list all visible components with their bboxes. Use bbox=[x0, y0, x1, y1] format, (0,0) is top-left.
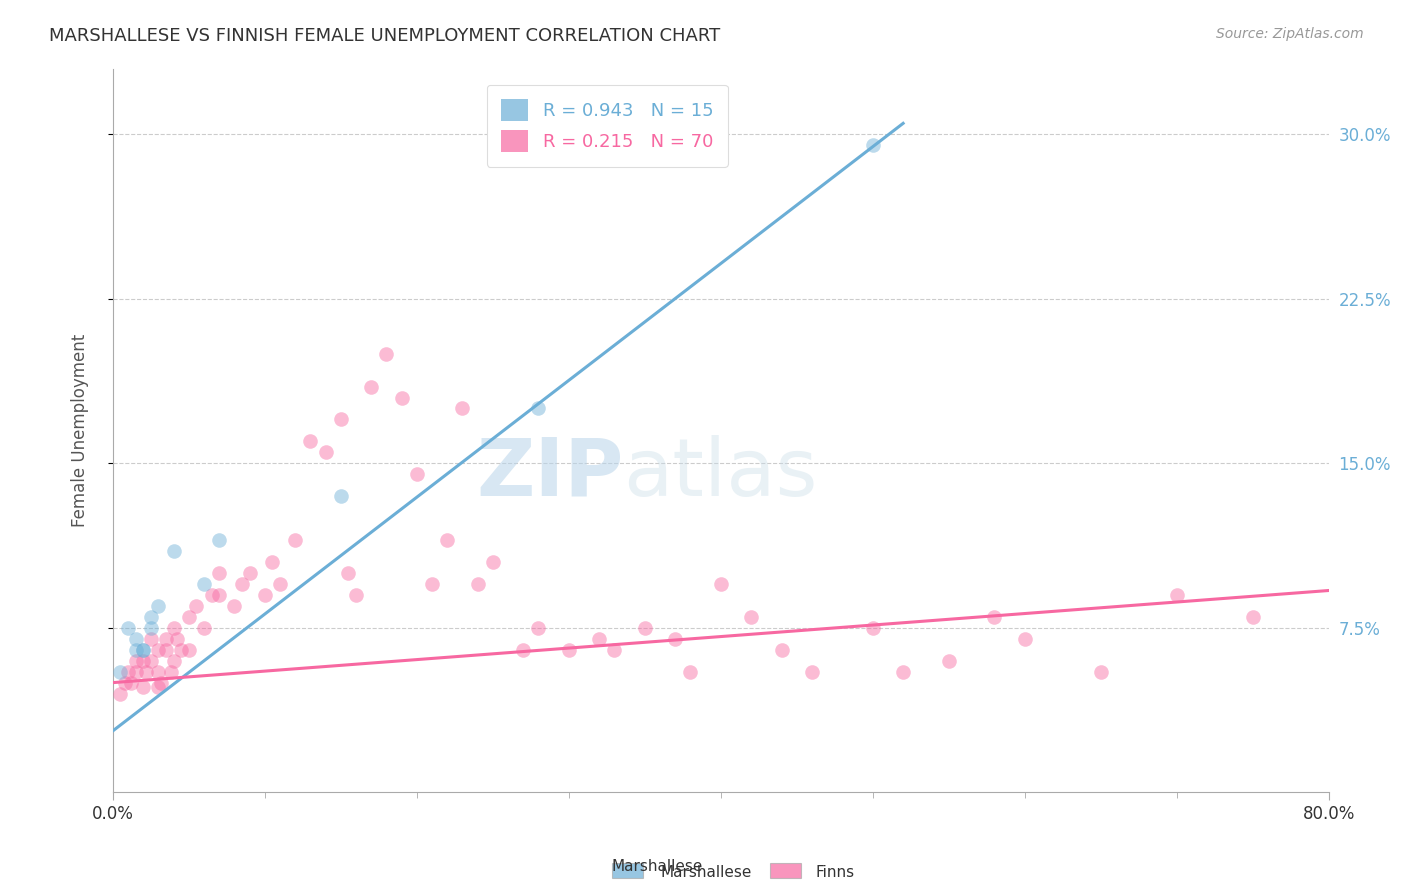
Point bbox=[224, 599, 246, 613]
Point bbox=[315, 445, 337, 459]
Point bbox=[770, 642, 793, 657]
Text: Marshallese: Marshallese bbox=[612, 859, 703, 874]
Point bbox=[132, 680, 155, 694]
Point bbox=[299, 434, 322, 449]
Point bbox=[740, 610, 762, 624]
Point bbox=[193, 577, 215, 591]
Point bbox=[177, 642, 200, 657]
Point bbox=[558, 642, 581, 657]
Point bbox=[938, 654, 960, 668]
Point bbox=[527, 621, 550, 635]
Point bbox=[132, 642, 155, 657]
Point bbox=[139, 632, 162, 646]
Point bbox=[284, 533, 307, 547]
Point bbox=[186, 599, 208, 613]
Point bbox=[124, 654, 146, 668]
Point bbox=[862, 621, 884, 635]
Point bbox=[862, 138, 884, 153]
Point bbox=[329, 489, 352, 503]
Point bbox=[527, 401, 550, 416]
Point bbox=[135, 665, 157, 679]
Point bbox=[208, 533, 231, 547]
Point bbox=[166, 632, 188, 646]
Text: MARSHALLESE VS FINNISH FEMALE UNEMPLOYMENT CORRELATION CHART: MARSHALLESE VS FINNISH FEMALE UNEMPLOYME… bbox=[49, 27, 720, 45]
Point bbox=[588, 632, 610, 646]
Text: Marshallese: Marshallese bbox=[661, 865, 752, 880]
Point bbox=[329, 412, 352, 426]
Point bbox=[201, 588, 224, 602]
Point bbox=[148, 680, 170, 694]
Point bbox=[436, 533, 458, 547]
Point bbox=[139, 610, 162, 624]
Point bbox=[344, 588, 367, 602]
Point bbox=[139, 654, 162, 668]
Point bbox=[117, 621, 139, 635]
Point bbox=[664, 632, 686, 646]
Text: atlas: atlas bbox=[623, 434, 818, 513]
Point bbox=[132, 642, 155, 657]
Point bbox=[481, 555, 503, 569]
Point bbox=[163, 621, 186, 635]
Point bbox=[253, 588, 276, 602]
Legend: R = 0.943   N = 15, R = 0.215   N = 70: R = 0.943 N = 15, R = 0.215 N = 70 bbox=[486, 85, 728, 167]
Text: Finns: Finns bbox=[815, 865, 855, 880]
Point bbox=[177, 610, 200, 624]
Point bbox=[710, 577, 733, 591]
Point bbox=[120, 675, 142, 690]
Point bbox=[139, 621, 162, 635]
Point bbox=[451, 401, 474, 416]
Point bbox=[114, 675, 136, 690]
Point bbox=[110, 687, 132, 701]
Point bbox=[163, 544, 186, 558]
Point bbox=[124, 665, 146, 679]
Point bbox=[891, 665, 914, 679]
Point bbox=[170, 642, 193, 657]
Point bbox=[155, 632, 177, 646]
Point bbox=[132, 654, 155, 668]
Point bbox=[634, 621, 657, 635]
Point bbox=[148, 599, 170, 613]
Point bbox=[1166, 588, 1188, 602]
Point bbox=[360, 379, 382, 393]
Point bbox=[337, 566, 360, 580]
Point bbox=[159, 665, 181, 679]
Y-axis label: Female Unemployment: Female Unemployment bbox=[72, 334, 89, 527]
Point bbox=[679, 665, 702, 679]
Point bbox=[603, 642, 626, 657]
Point bbox=[800, 665, 823, 679]
Point bbox=[231, 577, 253, 591]
Text: Source: ZipAtlas.com: Source: ZipAtlas.com bbox=[1216, 27, 1364, 41]
Point bbox=[983, 610, 1005, 624]
Point bbox=[375, 346, 398, 360]
Point bbox=[1090, 665, 1112, 679]
Point bbox=[208, 588, 231, 602]
Point bbox=[269, 577, 291, 591]
Point bbox=[262, 555, 284, 569]
Point bbox=[163, 654, 186, 668]
Point bbox=[467, 577, 489, 591]
Point bbox=[391, 391, 413, 405]
Point bbox=[117, 665, 139, 679]
Point bbox=[512, 642, 534, 657]
Point bbox=[420, 577, 443, 591]
Point bbox=[148, 642, 170, 657]
Point bbox=[150, 675, 173, 690]
Point bbox=[1241, 610, 1264, 624]
Point bbox=[239, 566, 262, 580]
Point bbox=[193, 621, 215, 635]
Point bbox=[148, 665, 170, 679]
Point bbox=[405, 467, 427, 482]
Point bbox=[155, 642, 177, 657]
Point bbox=[110, 665, 132, 679]
Text: ZIP: ZIP bbox=[477, 434, 623, 513]
Point bbox=[1014, 632, 1036, 646]
Point bbox=[208, 566, 231, 580]
Point bbox=[124, 632, 146, 646]
Point bbox=[124, 642, 146, 657]
